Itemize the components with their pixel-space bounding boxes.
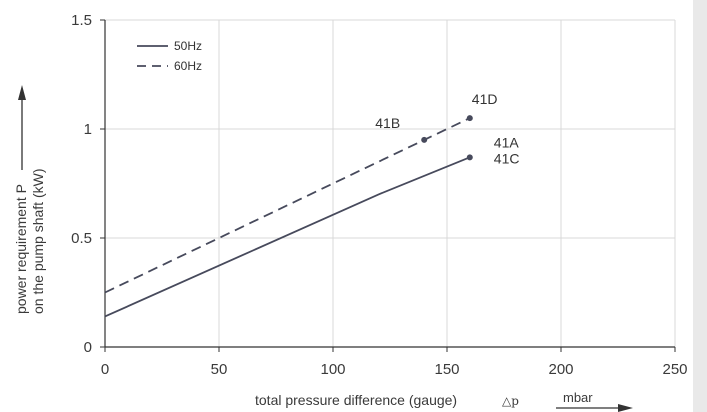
point-label-41a: 41A [494,134,520,150]
x-tick-label: 150 [434,361,459,378]
x-tick-labels: 0 50 100 150 200 250 [101,361,688,378]
point-label-41d: 41D [472,91,498,107]
y-tick-label: 1.5 [71,12,92,29]
x-tick-label: 200 [548,361,573,378]
right-edge-strip [693,0,707,412]
series-lines [104,117,471,318]
x-axis-unit: mbar [563,390,593,405]
point-label-41c: 41C [494,150,520,166]
y-tick-label: 1 [84,121,92,138]
point-label-41b: 41B [375,115,400,131]
x-tick-label: 0 [101,361,109,378]
point-marker [466,115,473,122]
legend: 50Hz 60Hz [137,39,202,73]
x-tick-label: 50 [211,361,228,378]
y-tick-label: 0.5 [71,230,92,247]
point-marker [421,136,428,143]
legend-label-50hz: 50Hz [174,39,202,53]
x-axis-arrow [556,404,633,412]
y-axis-label-line2: on the pump shaft (kW) [30,168,46,314]
series-line-50hz [104,156,471,318]
grid-lines [105,19,676,347]
x-tick-label: 100 [320,361,345,378]
y-axis-arrow [18,85,26,170]
point-marker [466,154,473,161]
x-axis-symbol: △p [502,394,519,408]
y-axis-label-line1: power requirement P [13,184,29,314]
x-axis-label: total pressure difference (gauge) [255,392,457,408]
series-line-60hz [104,117,471,294]
x-tick-label: 250 [662,361,687,378]
legend-label-60hz: 60Hz [174,59,202,73]
y-tick-label: 0 [84,339,92,356]
y-tick-labels: 0 0.5 1 1.5 [71,12,92,356]
